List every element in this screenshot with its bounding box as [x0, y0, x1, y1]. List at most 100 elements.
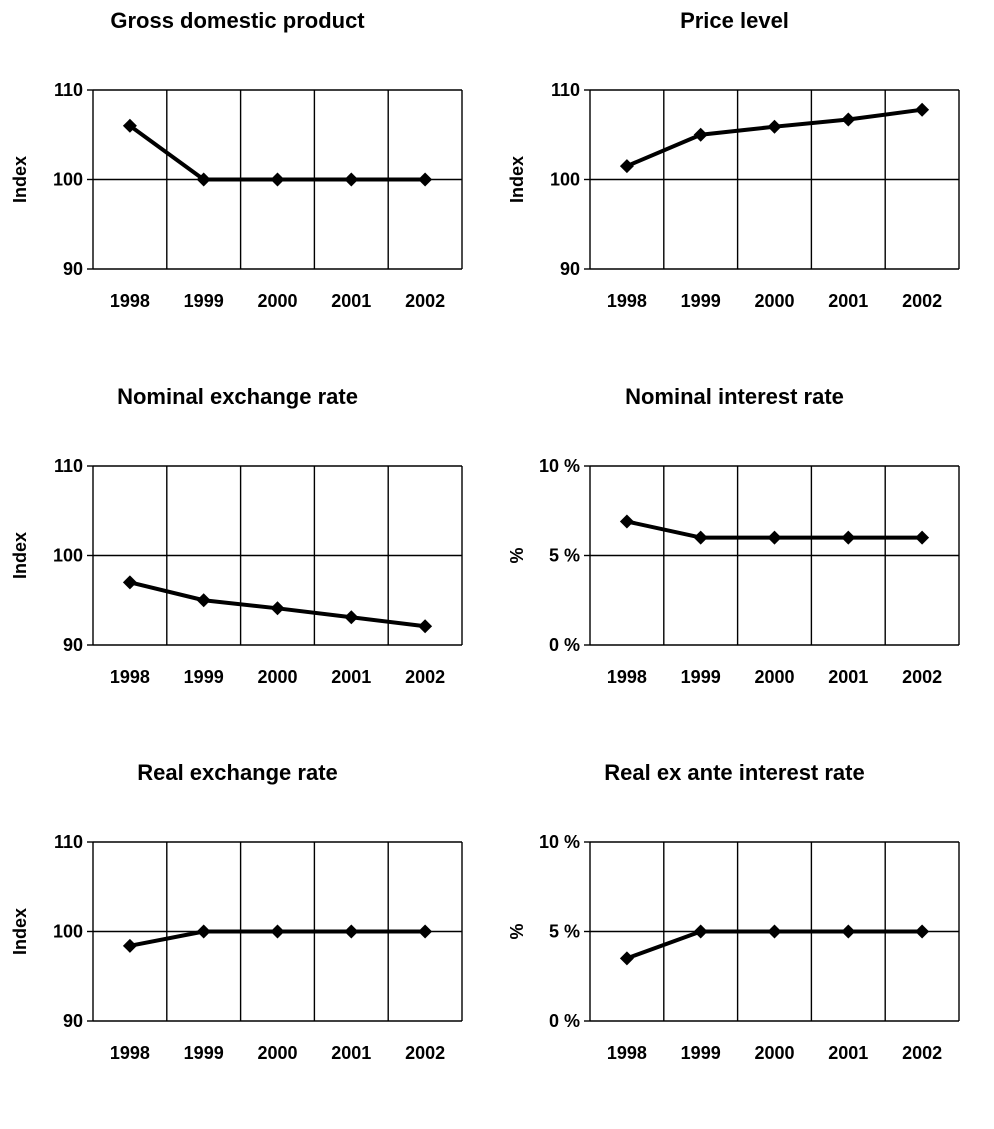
- data-point: [915, 102, 930, 117]
- x-tick-label: 1998: [607, 291, 647, 311]
- x-tick-label: 2002: [405, 1043, 445, 1063]
- y-tick-label: 90: [560, 259, 580, 279]
- x-tick-label: 2000: [257, 291, 297, 311]
- y-tick-label: 110: [54, 832, 83, 852]
- data-point: [270, 924, 285, 939]
- data-point: [619, 159, 634, 174]
- data-point: [841, 924, 856, 939]
- y-axis-label: %: [507, 547, 527, 563]
- y-tick-label: 100: [53, 546, 83, 566]
- data-point: [344, 172, 359, 187]
- x-tick-label: 1999: [184, 667, 224, 687]
- x-tick-label: 2001: [331, 667, 371, 687]
- x-tick-label: 2000: [754, 291, 794, 311]
- data-point: [196, 593, 211, 608]
- y-tick-label: 10 %: [539, 832, 580, 852]
- y-tick-label: 90: [63, 259, 83, 279]
- x-tick-label: 2002: [902, 667, 942, 687]
- data-point: [196, 172, 211, 187]
- x-tick-label: 2002: [902, 1043, 942, 1063]
- y-axis-label: Index: [10, 532, 30, 579]
- x-tick-label: 2001: [828, 1043, 868, 1063]
- chart-title: Gross domestic product: [110, 8, 365, 33]
- y-tick-label: 110: [551, 80, 580, 100]
- x-tick-label: 1999: [184, 291, 224, 311]
- chart-svg: Real ex ante interest rate 0 % 5 % 10 % 1998…: [507, 760, 960, 1063]
- chart-title: Nominal interest rate: [625, 384, 844, 409]
- y-tick-label: 0 %: [549, 1011, 580, 1031]
- x-tick-label: 1999: [184, 1043, 224, 1063]
- x-tick-label: 2000: [257, 1043, 297, 1063]
- chart-gdp: Gross domestic product 90 100 110 1998 1999 20…: [0, 0, 497, 376]
- y-axis-label: Index: [10, 908, 30, 955]
- x-tick-label: 2001: [331, 1043, 371, 1063]
- data-point: [693, 924, 708, 939]
- data-point: [122, 575, 137, 590]
- data-point: [270, 172, 285, 187]
- chart-price-level: Price level 90 100 110 1998 1999 2000 2001 2002 I…: [497, 0, 994, 376]
- x-tick-label: 1999: [681, 291, 721, 311]
- data-point: [619, 951, 634, 966]
- data-point: [418, 924, 433, 939]
- chart-svg: Nominal exchange rate 90 100 110 1998 1999 200…: [10, 384, 463, 687]
- chart-nominal-interest-rate: Nominal interest rate 0 % 5 % 10 % 1998 1999 2…: [497, 376, 994, 752]
- data-point: [196, 924, 211, 939]
- data-point: [841, 530, 856, 545]
- data-point: [122, 118, 137, 133]
- x-tick-label: 2001: [331, 291, 371, 311]
- y-tick-label: 5 %: [549, 546, 580, 566]
- data-point: [344, 610, 359, 625]
- chart-real-ex-ante-interest-rate: Real ex ante interest rate 0 % 5 % 10 % 1998…: [497, 752, 994, 1128]
- y-axis-label: %: [507, 923, 527, 939]
- x-tick-label: 1998: [110, 291, 150, 311]
- y-axis-label: Index: [507, 156, 527, 203]
- chart-title: Nominal exchange rate: [117, 384, 358, 409]
- x-tick-label: 1999: [681, 667, 721, 687]
- data-point: [693, 127, 708, 142]
- y-tick-label: 110: [54, 456, 83, 476]
- series-line: [626, 107, 923, 168]
- x-tick-label: 1998: [607, 1043, 647, 1063]
- chart-svg: Real exchange rate 90 100 110 1998 1999 2000 20…: [10, 760, 463, 1063]
- chart-title: Price level: [680, 8, 789, 33]
- y-tick-label: 10 %: [539, 456, 580, 476]
- x-tick-label: 2001: [828, 291, 868, 311]
- x-tick-label: 2000: [754, 667, 794, 687]
- y-tick-label: 5 %: [549, 922, 580, 942]
- data-point: [915, 924, 930, 939]
- y-tick-label: 110: [54, 80, 83, 100]
- x-tick-label: 1998: [110, 667, 150, 687]
- data-point: [767, 924, 782, 939]
- data-point: [915, 530, 930, 545]
- data-point: [418, 619, 433, 634]
- data-point: [418, 172, 433, 187]
- y-tick-label: 90: [63, 1011, 83, 1031]
- y-tick-label: 100: [550, 170, 580, 190]
- data-point: [767, 530, 782, 545]
- chart-real-exchange-rate: Real exchange rate 90 100 110 1998 1999 2000 20…: [0, 752, 497, 1128]
- x-tick-label: 2001: [828, 667, 868, 687]
- x-tick-label: 1998: [607, 667, 647, 687]
- x-tick-label: 2002: [405, 291, 445, 311]
- chart-svg: Nominal interest rate 0 % 5 % 10 % 1998 1999 2…: [507, 384, 960, 687]
- y-tick-label: 100: [53, 922, 83, 942]
- x-tick-label: 2002: [405, 667, 445, 687]
- data-point: [693, 530, 708, 545]
- y-axis-label: Index: [10, 156, 30, 203]
- y-tick-label: 100: [53, 170, 83, 190]
- y-tick-label: 90: [63, 635, 83, 655]
- x-tick-label: 1998: [110, 1043, 150, 1063]
- chart-nominal-exchange-rate: Nominal exchange rate 90 100 110 1998 1999 200…: [0, 376, 497, 752]
- x-tick-label: 1999: [681, 1043, 721, 1063]
- data-point: [767, 119, 782, 134]
- chart-title: Real ex ante interest rate: [604, 760, 864, 785]
- chart-title: Real exchange rate: [137, 760, 338, 785]
- data-point: [344, 924, 359, 939]
- y-tick-label: 0 %: [549, 635, 580, 655]
- series-line: [128, 124, 426, 182]
- data-point: [841, 112, 856, 127]
- data-point: [619, 514, 634, 529]
- chart-svg: Gross domestic product 90 100 110 1998 1999 20…: [10, 8, 463, 311]
- x-tick-label: 2002: [902, 291, 942, 311]
- data-point: [122, 938, 137, 953]
